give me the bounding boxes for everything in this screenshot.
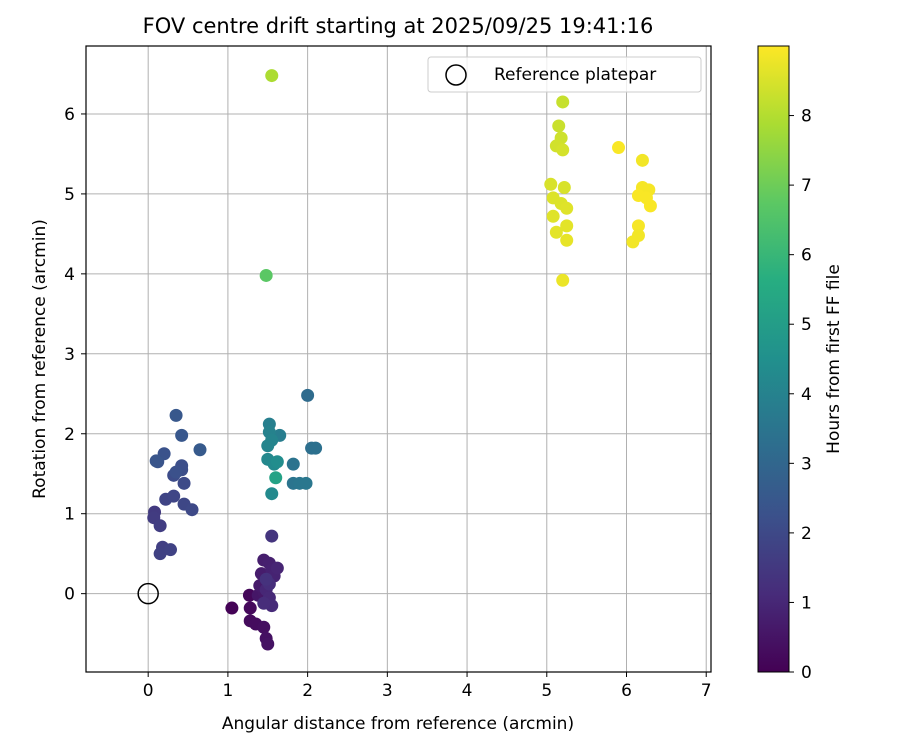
- scatter-point: [243, 601, 257, 615]
- y-tick-label: 4: [64, 265, 75, 285]
- scatter-point: [643, 199, 657, 213]
- plot-frame: [85, 45, 712, 673]
- scatter-point: [556, 143, 570, 157]
- scatter-point: [557, 181, 571, 195]
- y-tick-label: 2: [64, 425, 75, 445]
- scatter-point: [631, 219, 645, 233]
- scatter-point: [169, 408, 183, 422]
- scatter-point: [167, 489, 181, 503]
- scatter-point: [549, 225, 563, 239]
- scatter-point: [153, 519, 167, 533]
- scatter-point: [257, 620, 271, 634]
- scatter-point: [225, 601, 239, 615]
- scatter-point: [259, 572, 273, 586]
- scatter-points: [147, 69, 657, 651]
- colorbar: [757, 45, 790, 673]
- scatter-point: [299, 476, 313, 490]
- scatter-point: [560, 201, 574, 215]
- x-tick-label: 1: [222, 681, 233, 701]
- colorbar-tick-label: 6: [801, 246, 812, 266]
- plot-grid: [86, 46, 711, 672]
- scatter-point: [286, 457, 300, 471]
- scatter-point: [169, 465, 183, 479]
- scatter-point: [560, 233, 574, 247]
- scatter-point: [261, 439, 275, 453]
- x-tick-label: 4: [462, 681, 473, 701]
- x-tick-label: 5: [541, 681, 552, 701]
- colorbar-ticks: 0 1 2 3 4 5 6 7 8: [789, 107, 812, 683]
- scatter-point: [556, 273, 570, 287]
- scatter-point: [309, 441, 323, 455]
- x-tick-label: 3: [382, 681, 393, 701]
- colorbar-tick-label: 4: [801, 385, 812, 405]
- x-tick-label: 6: [621, 681, 632, 701]
- colorbar-tick-label: 2: [801, 524, 812, 544]
- scatter-point: [635, 153, 649, 167]
- chart-title: FOV centre drift starting at 2025/09/25 …: [143, 14, 654, 38]
- scatter-point: [261, 637, 275, 651]
- colorbar-label: Hours from first FF file: [824, 264, 844, 454]
- colorbar-tick-label: 7: [801, 176, 812, 196]
- scatter-point: [265, 69, 279, 83]
- x-axis-label: Angular distance from reference (arcmin): [222, 714, 574, 734]
- scatter-point: [612, 141, 626, 155]
- scatter-point: [269, 471, 283, 485]
- colorbar-tick-label: 0: [801, 663, 812, 683]
- scatter-point: [544, 177, 558, 191]
- scatter-point: [177, 476, 191, 490]
- legend-open-circle-icon: [445, 64, 467, 86]
- scatter-point: [185, 503, 199, 517]
- y-tick-label: 1: [64, 505, 75, 525]
- y-tick-label: 5: [64, 185, 75, 205]
- scatter-point: [560, 219, 574, 233]
- scatter-point: [149, 454, 163, 468]
- x-tick-label: 2: [302, 681, 313, 701]
- colorbar-tick-label: 1: [801, 593, 812, 613]
- x-axis-ticks: 0 1 2 3 4 5 6 7: [143, 672, 712, 701]
- y-tick-label: 6: [64, 105, 75, 125]
- y-tick-label: 3: [64, 345, 75, 365]
- scatter-point: [193, 443, 207, 457]
- scatter-point: [301, 388, 315, 402]
- scatter-point: [164, 543, 178, 557]
- scatter-point: [153, 547, 167, 561]
- legend-label: Reference platepar: [494, 65, 656, 85]
- scatter-point: [270, 455, 284, 469]
- x-tick-label: 0: [143, 681, 154, 701]
- reference-platepar-marker: [137, 582, 159, 605]
- scatter-point: [257, 596, 271, 610]
- x-tick-label: 7: [701, 681, 712, 701]
- scatter-point: [556, 95, 570, 109]
- y-axis-label: Rotation from reference (arcmin): [30, 219, 50, 499]
- legend: Reference platepar: [427, 56, 702, 93]
- colorbar-tick-label: 8: [801, 107, 812, 127]
- scatter-point: [265, 487, 279, 501]
- scatter-point: [546, 209, 560, 223]
- y-axis-ticks: 0 1 2 3 4 5 6: [64, 105, 86, 605]
- scatter-point: [552, 119, 566, 133]
- legend-box: [427, 56, 702, 93]
- scatter-point: [626, 235, 640, 249]
- colorbar-tick-label: 5: [801, 315, 812, 335]
- y-tick-label: 0: [64, 585, 75, 605]
- scatter-point: [265, 529, 279, 543]
- colorbar-tick-label: 3: [801, 454, 812, 474]
- scatter-point: [270, 561, 284, 575]
- scatter-point: [259, 268, 273, 282]
- scatter-point: [175, 428, 189, 442]
